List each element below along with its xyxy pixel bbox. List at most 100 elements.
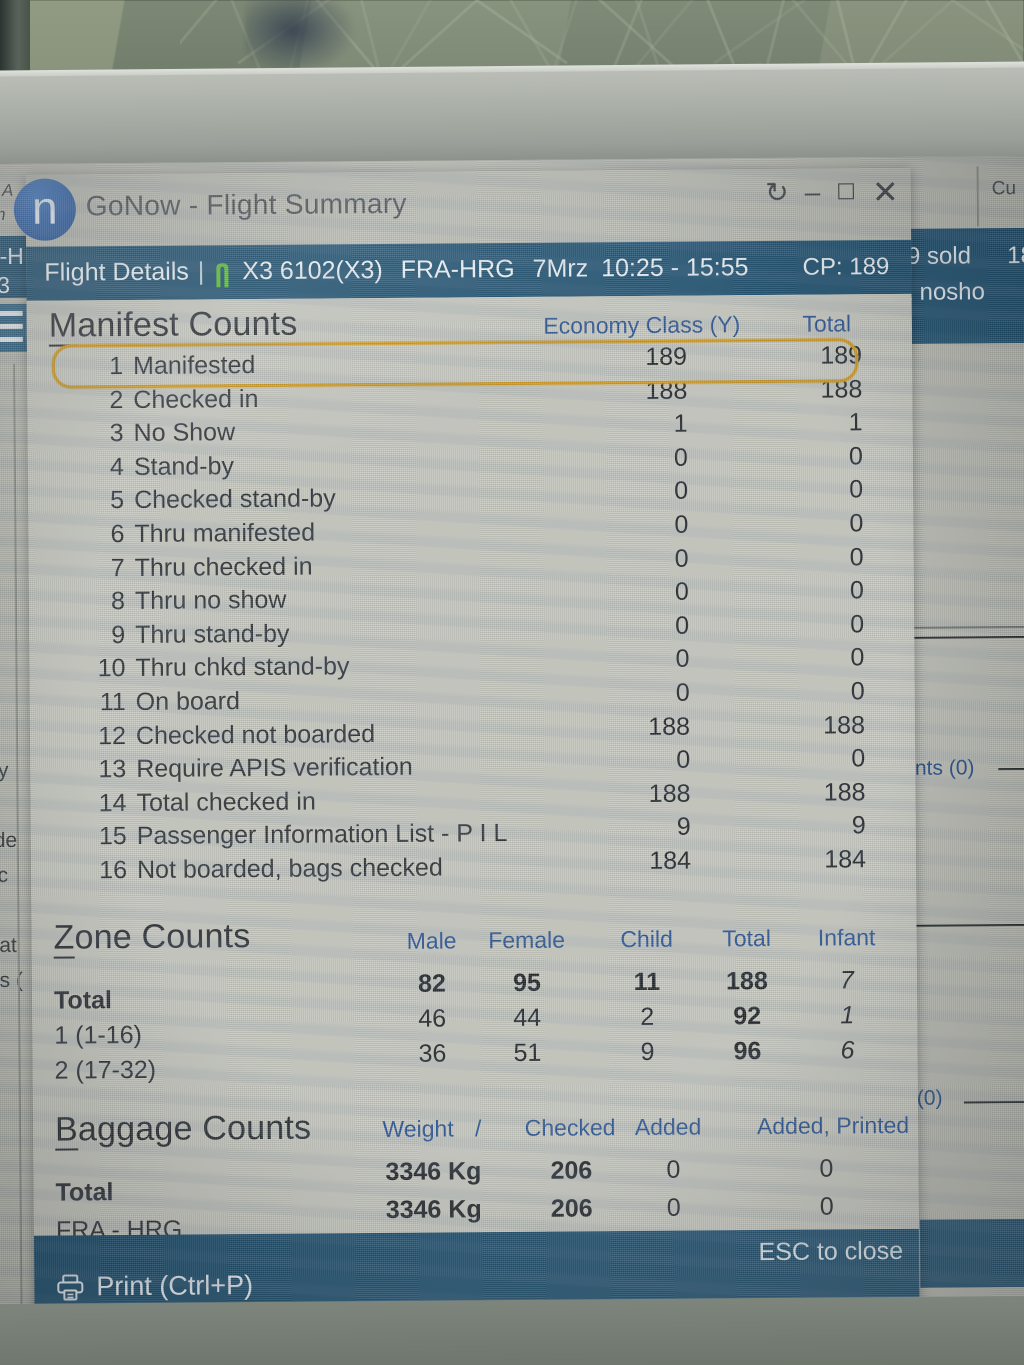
manifest-title-accesskey: M xyxy=(48,306,78,347)
manifest-row-total: 0 xyxy=(850,643,865,672)
bg-italic-1: 1, A xyxy=(0,180,14,200)
gonow-logo-letter: n xyxy=(31,181,58,234)
manifest-row-label[interactable]: Thru stand-by xyxy=(135,619,290,649)
baggage-counts-title: Baggage Counts xyxy=(54,1109,311,1151)
manifest-row-total: 0 xyxy=(848,442,863,471)
close-icon[interactable]: ✕ xyxy=(871,173,899,211)
manifest-row-number: 6 xyxy=(110,520,125,549)
flight-details-separator: | xyxy=(197,257,205,286)
zone-row-infant: 1 xyxy=(840,1001,855,1030)
manifest-row-total: 188 xyxy=(823,778,866,807)
manifest-row-number: 2 xyxy=(109,385,124,414)
bg-italic-2: rch xyxy=(0,204,6,225)
baggage-row-added-printed: 0 xyxy=(819,1154,834,1183)
baggage-col-weight: Weight xyxy=(382,1115,454,1143)
baggage-title-accesskey: B xyxy=(54,1110,79,1151)
bg-sold-cut: 18 xyxy=(1007,241,1024,270)
desk-surface xyxy=(0,1295,1024,1365)
manifest-row-label[interactable]: Thru checked in xyxy=(134,552,313,582)
zone-row-total: 188 xyxy=(725,966,768,996)
zone-row-label: 1 (1-16) xyxy=(54,1020,143,1050)
dialog-body: Manifest Counts Economy Class (Y) Total … xyxy=(26,293,920,1315)
zone-col-infant: Infant xyxy=(817,924,876,951)
manifest-row-total: 0 xyxy=(851,744,866,773)
baggage-col-added: Added xyxy=(634,1113,702,1141)
manifest-row-label[interactable]: On board xyxy=(135,687,241,716)
bg-left-bars xyxy=(0,303,29,353)
esc-to-close-hint: ESC to close xyxy=(758,1236,904,1267)
flight-number: X3 6102(X3) xyxy=(242,256,383,286)
zone-row-male: 82 xyxy=(417,969,446,998)
manifest-row-label[interactable]: Checked stand-by xyxy=(134,484,336,515)
bg-frag-zero: (0) xyxy=(916,1086,943,1110)
manifest-row-label[interactable]: No Show xyxy=(133,418,236,448)
minimize-icon[interactable]: – xyxy=(804,176,821,208)
print-button[interactable]: Print (Ctrl+P) xyxy=(56,1270,253,1303)
refresh-icon[interactable]: ↻ xyxy=(765,176,789,208)
baggage-row-added-printed: 0 xyxy=(819,1192,834,1221)
manifest-row-label[interactable]: Not boarded, bags checked xyxy=(136,853,443,884)
manifest-row-total: 0 xyxy=(849,509,864,538)
zone-col-male: Male xyxy=(406,927,457,954)
manifest-row-economy: 0 xyxy=(674,510,689,539)
manifest-row-label[interactable]: Stand-by xyxy=(133,451,235,481)
flight-route: FRA-HRG xyxy=(400,254,515,284)
pillar xyxy=(0,0,30,80)
manifest-row-highlight xyxy=(51,338,859,389)
baggage-row-label: Total xyxy=(55,1178,114,1207)
manifest-row-economy: 0 xyxy=(675,611,690,640)
manifest-row-label[interactable]: Thru no show xyxy=(134,585,287,616)
manifest-row-number: 9 xyxy=(111,620,126,649)
zone-row-child: 9 xyxy=(640,1037,655,1066)
flight-summary-dialog: n GoNow - Flight Summary ↻ – ☐ ✕ Flight … xyxy=(13,167,920,1315)
zone-row-label: Total xyxy=(53,986,113,1015)
print-button-label: Print (Ctrl+P) xyxy=(96,1270,254,1302)
zone-row-male: 36 xyxy=(418,1039,447,1068)
manifest-row-number: 14 xyxy=(98,788,127,818)
manifest-row-economy: 0 xyxy=(674,477,689,506)
manifest-row-total: 0 xyxy=(849,475,864,504)
zone-row-female: 51 xyxy=(513,1038,542,1067)
manifest-row-label[interactable]: Total checked in xyxy=(136,787,316,817)
manifest-row-label[interactable]: Thru chkd stand-by xyxy=(135,652,350,683)
zone-row-total: 96 xyxy=(733,1037,762,1066)
manifest-row-number: 3 xyxy=(109,419,124,448)
manifest-row-economy: 188 xyxy=(648,712,691,741)
maximize-icon[interactable]: ☐ xyxy=(836,179,857,205)
manifest-row-label[interactable]: Checked not boarded xyxy=(135,719,376,750)
zone-title-rest: one Counts xyxy=(74,917,251,957)
baggage-row-added: 0 xyxy=(666,1155,681,1184)
zone-row-child: 2 xyxy=(640,1002,655,1032)
manifest-row-total: 0 xyxy=(850,677,865,706)
zone-row-female: 44 xyxy=(513,1003,542,1032)
window-title: GoNow - Flight Summary xyxy=(85,187,407,222)
baggage-row-weight: 3346 Kg xyxy=(385,1157,482,1187)
manifest-row-economy: 9 xyxy=(676,812,691,842)
bg-frag-4: fic xyxy=(0,863,9,888)
manifest-row-label[interactable]: Require APIS verification xyxy=(136,752,413,784)
zone-row-female: 95 xyxy=(512,968,541,997)
baggage-row-checked: 206 xyxy=(550,1156,593,1185)
manifest-title-rest: anifest Counts xyxy=(77,304,298,345)
bg-nosho-count: 1 nosho xyxy=(899,278,986,306)
manifest-row-label[interactable]: Checked in xyxy=(133,384,259,414)
manifest-row-label[interactable]: Passenger Information List - P I L xyxy=(136,819,508,851)
manifest-row-label[interactable]: Thru manifested xyxy=(134,518,316,548)
bg-frag-3: rde xyxy=(0,828,18,853)
dialog-titlebar[interactable]: n GoNow - Flight Summary ↻ – ☐ ✕ xyxy=(13,167,912,247)
manifest-row-number: 4 xyxy=(109,452,124,481)
zone-row-child: 11 xyxy=(633,967,661,997)
zone-row-infant: 7 xyxy=(839,966,855,995)
zone-col-total: Total xyxy=(722,924,772,952)
bg-frag-5: nat xyxy=(0,933,17,958)
manifest-row-total: 184 xyxy=(824,845,867,874)
manifest-row-number: 10 xyxy=(97,654,126,683)
zone-title-accesskey: Z xyxy=(53,918,75,959)
manifest-row-number: 15 xyxy=(98,822,127,851)
monitor-screen: 1, A rch A-H 43 y by rde fic nat gs ( Cu… xyxy=(0,155,1024,1315)
window-controls: ↻ – ☐ ✕ xyxy=(765,173,899,211)
manifest-row-number: 16 xyxy=(99,856,128,885)
manifest-row-economy: 0 xyxy=(674,577,689,606)
zone-row-male: 46 xyxy=(418,1004,447,1033)
